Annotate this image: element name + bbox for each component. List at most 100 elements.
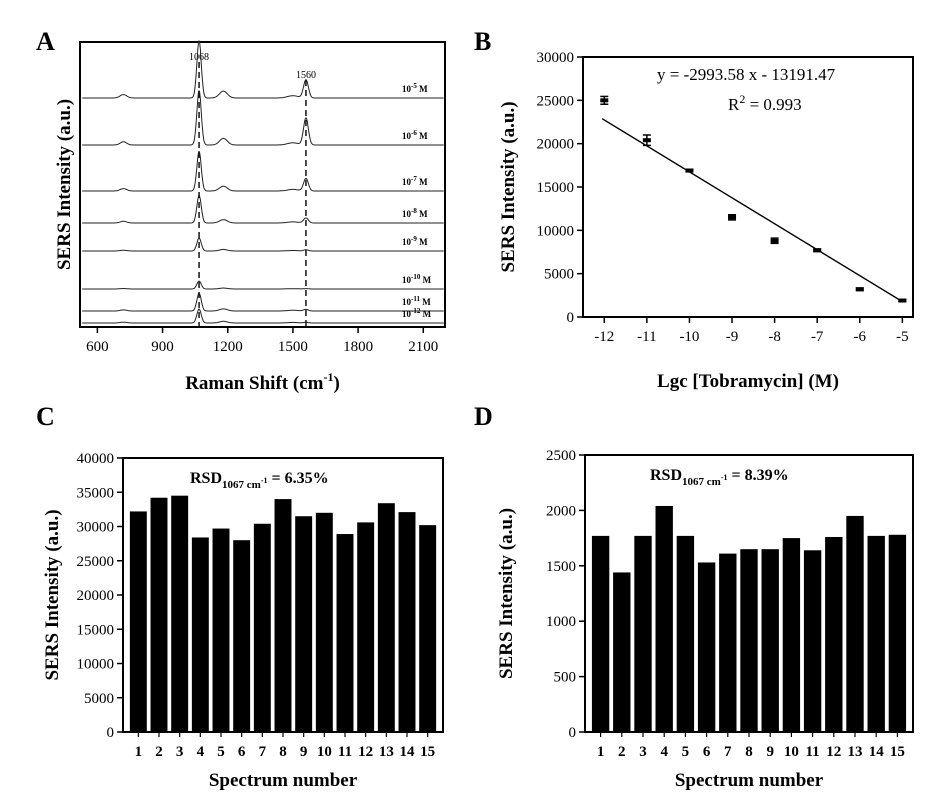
series-label: 10-9 M	[402, 235, 428, 247]
x-tick-label: 6	[238, 744, 246, 760]
x-tick-label: -10	[679, 329, 699, 345]
peak-label-1068: 1068	[189, 52, 209, 63]
bar	[868, 536, 885, 732]
x-tick-label: 900	[151, 339, 174, 355]
bar	[634, 536, 651, 732]
x-axis-label: Lgc [Tobramycin] (M)	[657, 371, 839, 392]
x-tick-label: 12	[358, 744, 373, 760]
series-label: 10-5 M	[402, 82, 428, 94]
x-tick-label: 9	[300, 744, 308, 760]
x-tick-label: 12	[826, 744, 841, 760]
spectrum-line	[82, 196, 444, 223]
series-label: 10-6 M	[402, 129, 428, 141]
series-label: 10-8 M	[402, 207, 428, 219]
x-tick-label: 9	[766, 744, 774, 760]
x-tick-label: 15	[890, 744, 905, 760]
y-tick-label: 2000	[546, 503, 576, 519]
fit-equation: y = -2993.58 x - 13191.47	[657, 65, 836, 84]
y-axis-label: SERS Intensity (a.u.)	[42, 509, 63, 680]
x-tick-label: 11	[806, 744, 820, 760]
x-tick-label: 15	[420, 744, 435, 760]
panel-c-bar-chart: 0500010000150002000025000300003500040000…	[42, 451, 443, 791]
panel-label-a: A	[36, 27, 55, 56]
bar	[357, 522, 374, 732]
bar	[762, 549, 779, 732]
x-tick-label: 1	[135, 744, 143, 760]
y-axis-label: SERS Intensity (a.u.)	[496, 508, 517, 679]
bar	[719, 554, 736, 732]
x-tick-label: -7	[811, 329, 824, 345]
x-tick-label: 5	[682, 744, 690, 760]
panel-d-bar-chart: 0500100015002000250012345678910111213141…	[496, 448, 913, 791]
series-label: 10-10 M	[402, 273, 432, 285]
y-tick-label: 5000	[544, 267, 574, 283]
x-tick-label: -6	[854, 329, 867, 345]
x-tick-label: -9	[726, 329, 739, 345]
x-tick-label: 10	[784, 744, 799, 760]
x-tick-label: 3	[639, 744, 647, 760]
x-tick-label: 3	[176, 744, 184, 760]
fit-line	[602, 119, 903, 302]
bar	[316, 513, 333, 732]
bar	[171, 496, 188, 732]
series-label: 10-7 M	[402, 175, 428, 187]
x-tick-label: 11	[338, 744, 352, 760]
y-tick-label: 40000	[77, 451, 115, 467]
y-tick-label: 15000	[77, 622, 115, 638]
bar	[592, 536, 609, 732]
bar	[740, 549, 757, 732]
data-point	[685, 169, 693, 173]
x-axis-label: Raman Shift (cm-1)	[185, 370, 340, 394]
bar	[151, 498, 168, 732]
x-tick-label: 7	[724, 744, 732, 760]
y-tick-label: 30000	[537, 50, 575, 66]
x-tick-label: 7	[259, 744, 267, 760]
bar	[275, 499, 292, 732]
series-label: 10-11 M	[402, 295, 431, 307]
data-point	[771, 239, 779, 243]
y-tick-label: 25000	[77, 554, 115, 570]
x-tick-label: 13	[379, 744, 394, 760]
y-tick-label: 1000	[546, 614, 576, 630]
bar	[233, 540, 250, 732]
y-tick-label: 25000	[537, 93, 575, 109]
y-tick-label: 500	[554, 670, 577, 686]
spectrum-line	[82, 238, 444, 251]
y-tick-label: 15000	[537, 180, 575, 196]
spectrum-line	[82, 41, 444, 98]
rsd-annotation: RSD1067 cm-1 = 6.35%	[190, 470, 329, 491]
bar	[677, 536, 694, 732]
y-tick-label: 1500	[546, 559, 576, 575]
bar	[825, 537, 842, 732]
x-tick-label: 1500	[278, 339, 308, 355]
x-tick-label: 4	[197, 744, 205, 760]
bar	[130, 511, 147, 732]
bar	[295, 516, 312, 732]
y-tick-label: 20000	[77, 588, 115, 604]
plot-frame	[80, 42, 445, 327]
bar	[846, 516, 863, 732]
panel-a-spectra: 6009001200150018002100Raman Shift (cm-1)…	[54, 41, 445, 394]
y-tick-label: 2500	[546, 448, 576, 464]
panel-label-d: D	[474, 402, 493, 431]
bar	[613, 572, 630, 732]
x-tick-label: -11	[637, 329, 656, 345]
bar	[192, 537, 209, 732]
x-tick-label: 4	[660, 744, 668, 760]
spectrum-line	[82, 293, 444, 311]
bar	[399, 512, 416, 732]
x-tick-label: 13	[848, 744, 863, 760]
x-tick-label: -5	[896, 329, 909, 345]
y-axis-label: SERS Intensity (a.u.)	[498, 101, 519, 272]
y-tick-label: 20000	[537, 137, 575, 153]
bar	[419, 525, 436, 732]
spectrum-line	[82, 281, 444, 289]
x-tick-label: 1	[597, 744, 605, 760]
data-point	[898, 299, 906, 303]
x-tick-label: -12	[594, 329, 614, 345]
y-tick-label: 35000	[77, 485, 115, 501]
x-tick-label: 6	[703, 744, 711, 760]
x-tick-label: 10	[317, 744, 332, 760]
y-tick-label: 0	[567, 310, 575, 326]
